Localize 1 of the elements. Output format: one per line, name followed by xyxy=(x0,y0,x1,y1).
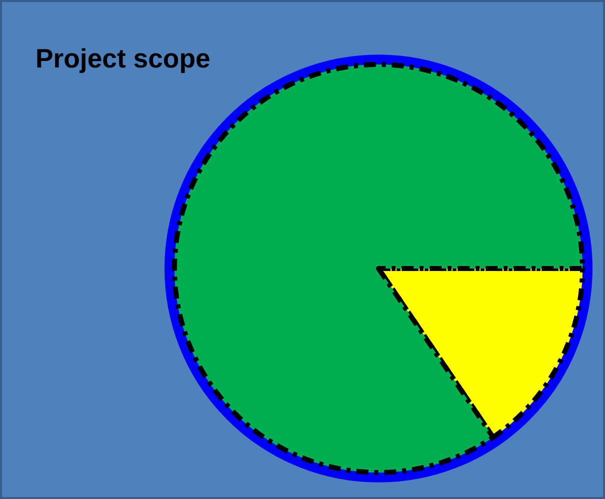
chart-title: Project scope xyxy=(36,44,210,74)
